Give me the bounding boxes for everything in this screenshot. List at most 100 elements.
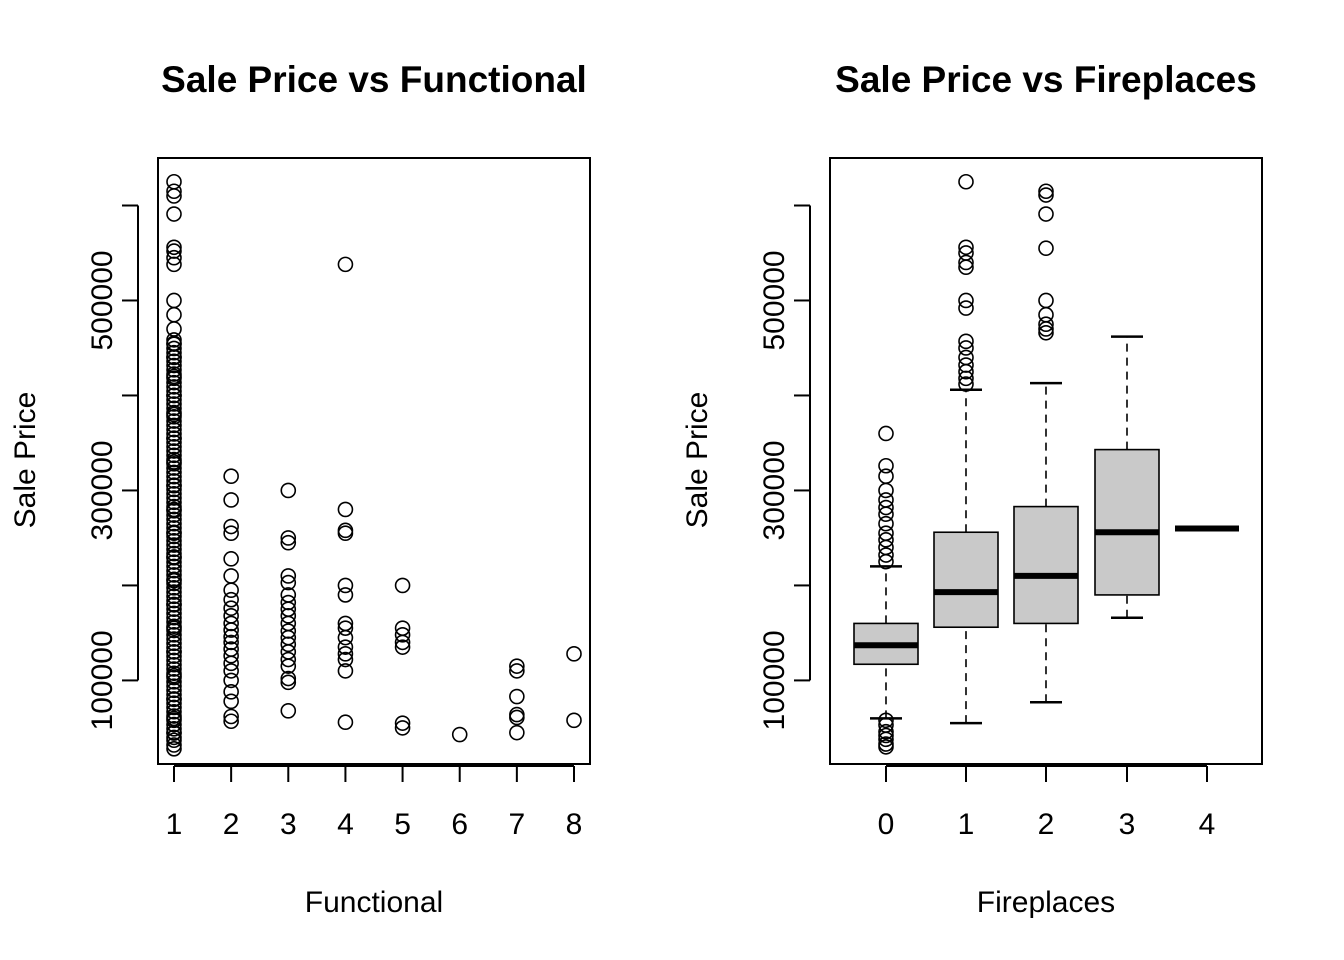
outlier-point	[1038, 240, 1054, 257]
y-tick-label: 300000	[86, 440, 119, 540]
data-point	[223, 628, 239, 645]
x-axis-label: Fireplaces	[977, 886, 1115, 919]
outlier-point	[1038, 187, 1054, 203]
data-point	[166, 627, 182, 643]
x-tick-label: 2	[223, 808, 240, 841]
data-point	[166, 716, 182, 733]
functional-scatter-panel: Sale Price vs Functional 100000 300000 500…	[9, 59, 591, 919]
data-point	[166, 353, 182, 370]
data-point	[166, 256, 182, 273]
data-point	[166, 699, 182, 716]
data-point	[280, 703, 297, 719]
data-point	[166, 370, 182, 387]
data-point	[166, 592, 182, 609]
data-point	[337, 663, 354, 679]
outlier-point	[878, 457, 894, 474]
data-point	[166, 686, 182, 703]
data-point	[166, 396, 182, 412]
data-point	[166, 494, 182, 511]
outlier-point	[878, 712, 894, 729]
data-point	[566, 712, 582, 729]
data-point	[166, 340, 182, 357]
data-point	[166, 584, 182, 600]
data-point	[223, 518, 239, 535]
data-point	[166, 357, 182, 374]
data-point	[166, 567, 182, 583]
data-point	[166, 682, 182, 699]
outlier-point	[878, 553, 894, 570]
outlier-point	[958, 259, 974, 276]
data-point	[166, 404, 182, 421]
y-axis-label: Sale Price	[9, 392, 42, 529]
x-tick-label: 7	[509, 808, 526, 841]
data-point	[166, 631, 182, 647]
data-point	[280, 674, 297, 691]
data-point	[166, 421, 182, 438]
data-point	[166, 605, 182, 622]
x-tick-label: 0	[878, 808, 895, 841]
data-point	[166, 558, 182, 575]
data-point	[166, 400, 182, 417]
data-point	[223, 551, 239, 567]
data-point	[166, 362, 182, 378]
data-point	[166, 183, 182, 200]
data-point	[280, 574, 297, 591]
data-point	[394, 720, 411, 736]
x-tick-label: 3	[280, 808, 297, 841]
box-plot-0	[853, 425, 919, 755]
box-plot-2	[1013, 183, 1079, 704]
chart-title: Sale Price vs Functional	[161, 59, 587, 100]
data-point	[166, 349, 182, 365]
data-point	[223, 655, 239, 672]
outlier-point	[878, 731, 894, 748]
outlier-point	[958, 376, 974, 392]
outlier-point	[958, 370, 974, 387]
data-point	[451, 726, 468, 743]
data-point	[223, 468, 239, 484]
x-axis: 0 1 2 3 4	[878, 765, 1215, 841]
outlier-point	[958, 300, 974, 316]
outlier-point	[878, 506, 894, 522]
data-point	[166, 239, 182, 256]
scatter-points	[166, 173, 582, 757]
data-point	[166, 729, 182, 746]
outlier-point	[1038, 324, 1054, 341]
box	[933, 531, 999, 629]
data-point	[166, 571, 182, 588]
data-point	[166, 562, 182, 579]
data-point	[166, 383, 182, 399]
y-axis: 100000 300000 500000	[758, 204, 811, 730]
outlier-point	[958, 292, 974, 309]
y-tick-label: 500000	[758, 250, 791, 350]
data-point	[166, 447, 182, 464]
outlier-point	[878, 727, 894, 744]
outlier-point	[878, 425, 894, 442]
data-point	[166, 609, 182, 626]
y-axis-label: Sale Price	[681, 392, 714, 529]
data-point	[223, 672, 239, 689]
data-point	[166, 332, 182, 348]
x-axis: 1 2 3 4 5 6 7 8	[166, 765, 582, 841]
outlier-point	[878, 739, 894, 755]
data-point	[337, 256, 354, 273]
data-point	[166, 451, 182, 468]
data-point	[166, 580, 182, 596]
data-point	[166, 678, 182, 694]
data-point	[223, 647, 239, 664]
box	[1094, 448, 1160, 596]
outlier-point	[1038, 321, 1054, 337]
data-point	[223, 600, 239, 617]
outlier-point	[1038, 206, 1054, 222]
data-point	[337, 587, 354, 603]
data-point	[166, 644, 182, 660]
data-point	[166, 674, 182, 690]
data-point	[166, 635, 182, 652]
data-point	[166, 524, 182, 541]
data-point	[166, 503, 182, 519]
data-point	[280, 608, 297, 624]
y-tick-label: 500000	[86, 250, 119, 350]
plot-frame	[829, 157, 1263, 765]
data-point	[166, 575, 182, 592]
outlier-point	[878, 532, 894, 548]
data-point	[223, 708, 239, 725]
